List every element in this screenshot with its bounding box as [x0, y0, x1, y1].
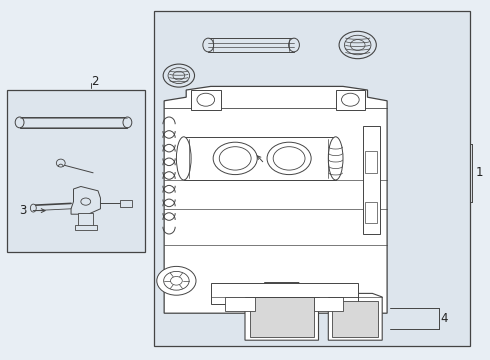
Circle shape	[163, 64, 195, 87]
Bar	[208, 38, 294, 52]
Bar	[184, 137, 336, 180]
Bar	[250, 297, 314, 337]
Bar	[332, 301, 378, 337]
Ellipse shape	[289, 38, 299, 52]
Circle shape	[197, 93, 215, 106]
Circle shape	[173, 71, 185, 80]
Ellipse shape	[176, 137, 191, 180]
Bar	[363, 126, 380, 234]
Bar	[120, 200, 132, 207]
Bar	[314, 297, 343, 311]
Ellipse shape	[328, 137, 343, 180]
Ellipse shape	[267, 142, 311, 175]
Text: 4: 4	[440, 312, 447, 325]
Circle shape	[339, 31, 376, 59]
Circle shape	[157, 266, 196, 295]
Ellipse shape	[56, 159, 65, 167]
Ellipse shape	[213, 142, 257, 175]
Ellipse shape	[273, 147, 305, 170]
Polygon shape	[71, 186, 100, 214]
Bar	[154, 11, 470, 346]
Bar	[365, 151, 377, 173]
Bar	[75, 225, 97, 230]
Circle shape	[350, 40, 365, 50]
Circle shape	[81, 198, 91, 205]
Bar	[225, 297, 255, 311]
Text: 2: 2	[91, 75, 98, 87]
Circle shape	[164, 271, 189, 290]
Text: 1: 1	[475, 166, 483, 179]
Ellipse shape	[30, 204, 36, 212]
Circle shape	[342, 93, 359, 106]
Bar	[365, 202, 377, 223]
Bar	[20, 117, 127, 128]
Ellipse shape	[203, 38, 214, 52]
Circle shape	[171, 276, 182, 285]
Ellipse shape	[15, 117, 24, 128]
Bar	[211, 283, 358, 304]
Polygon shape	[328, 293, 382, 340]
Bar	[7, 90, 145, 252]
Polygon shape	[164, 86, 387, 313]
Bar	[78, 213, 93, 226]
Polygon shape	[245, 283, 318, 340]
Ellipse shape	[219, 147, 251, 170]
Text: 3: 3	[20, 204, 27, 217]
Bar	[191, 90, 220, 110]
Bar	[336, 90, 365, 110]
Circle shape	[168, 68, 190, 84]
Circle shape	[344, 35, 371, 55]
Ellipse shape	[123, 117, 132, 128]
